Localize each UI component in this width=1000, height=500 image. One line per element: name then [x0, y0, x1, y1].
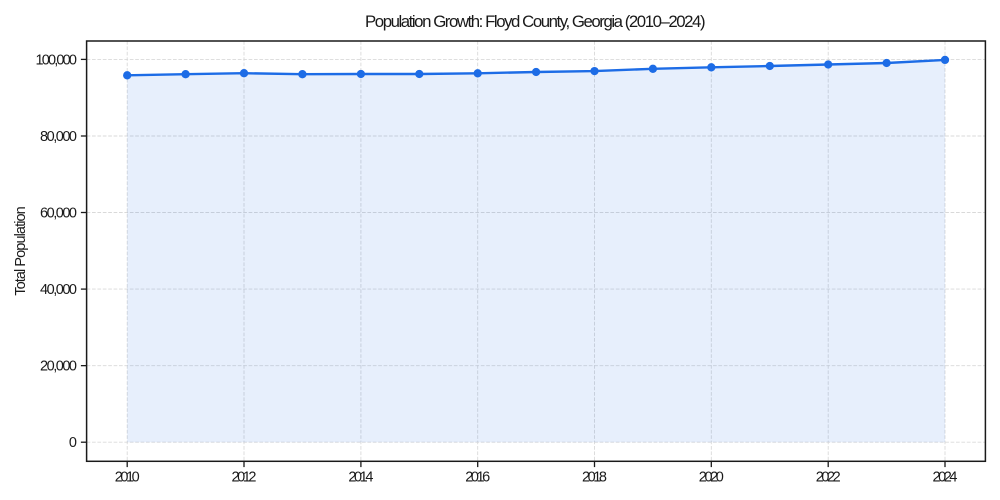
svg-text:2012: 2012 [232, 470, 257, 486]
svg-text:60,000: 60,000 [40, 205, 77, 221]
svg-text:Total Population: Total Population [13, 206, 29, 296]
svg-text:2020: 2020 [699, 470, 724, 486]
svg-text:20,000: 20,000 [40, 359, 77, 375]
svg-text:2022: 2022 [816, 470, 841, 486]
svg-text:2024: 2024 [933, 470, 958, 486]
svg-text:2014: 2014 [348, 470, 373, 486]
svg-text:2018: 2018 [582, 470, 607, 486]
svg-text:80,000: 80,000 [40, 129, 77, 145]
svg-text:100,000: 100,000 [36, 52, 78, 68]
svg-text:40,000: 40,000 [40, 282, 77, 298]
svg-text:Population Growth: Floyd Count: Population Growth: Floyd County, Georgia… [365, 12, 706, 31]
svg-text:0: 0 [69, 435, 77, 451]
svg-text:2010: 2010 [115, 470, 140, 486]
svg-text:2016: 2016 [465, 470, 490, 486]
